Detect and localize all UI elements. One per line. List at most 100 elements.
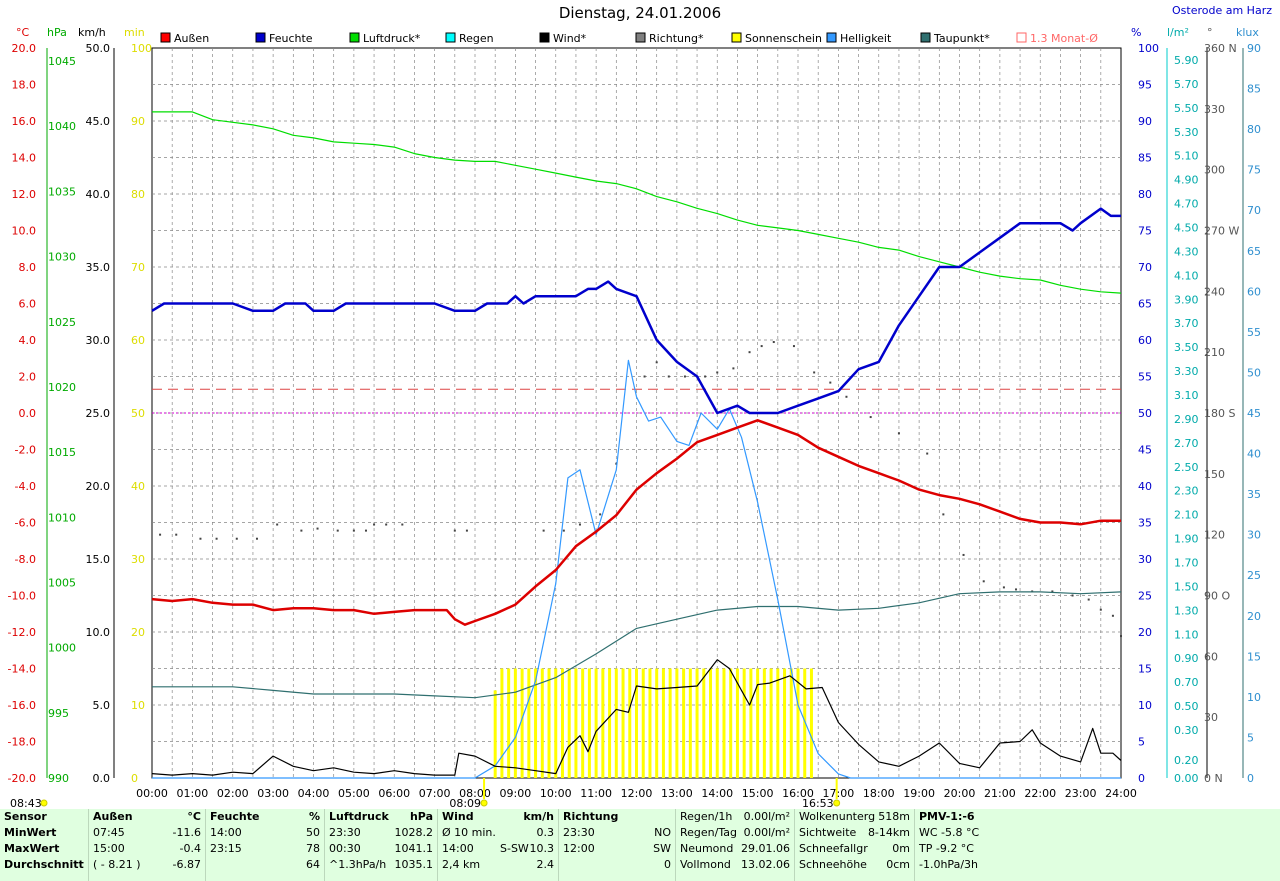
sunshine-bar [762, 668, 766, 778]
temp-tick-label: -16.0 [8, 699, 36, 712]
direction-dot [942, 513, 945, 516]
direction-tick-label: 240 [1204, 285, 1225, 298]
rain-tick-label: 2.50 [1174, 461, 1199, 474]
direction-dot [897, 432, 900, 435]
pressure-tick-label: 1005 [48, 576, 76, 589]
time-tick-label: 01:00 [177, 787, 209, 800]
direction-dot [813, 371, 816, 374]
richtung-header: Richtung [563, 810, 619, 823]
location-label[interactable]: Osterode am Harz [1172, 4, 1272, 17]
rain-tick-label: 4.10 [1174, 269, 1199, 282]
sun-tick-label: 70 [131, 261, 145, 274]
wind-tick-label: 5.0 [93, 699, 111, 712]
rain-tick-label: 0.20 [1174, 754, 1199, 767]
time-tick-label: 03:00 [257, 787, 289, 800]
legend-swatch [1016, 32, 1027, 43]
legend-swatch [349, 32, 360, 43]
pmv-tendency: -1.0hPa/3h [919, 858, 978, 871]
lux-tick-label: 55 [1247, 326, 1261, 339]
humidity-tick-label: 0 [1138, 772, 1145, 785]
legend-label: Luftdruck* [363, 32, 421, 45]
rain-tick-label: 0.90 [1174, 652, 1199, 665]
lux-tick-label: 10 [1247, 691, 1261, 704]
luftdruck-avg-note: ^1.3hPa/h [329, 858, 387, 871]
regen-1h-value: 0.00l/m² [743, 810, 790, 823]
temp-tick-label: -18.0 [8, 736, 36, 749]
time-tick-label: 00:00 [136, 787, 168, 800]
temp-tick-label: 10.0 [12, 225, 37, 238]
direction-dot [352, 529, 355, 532]
vollmond-value: 13.02.06 [741, 858, 790, 871]
sunshine-bar [776, 668, 780, 778]
humidity-tick-label: 90 [1138, 115, 1152, 128]
rain-tick-label: 3.10 [1174, 389, 1199, 402]
sunshine-bar [621, 668, 625, 778]
direction-dot [1051, 590, 1054, 593]
sunshine-bars [493, 668, 813, 778]
direction-dot [683, 375, 686, 378]
luftdruck-min-time: 23:30 [329, 826, 361, 839]
pressure-tick-label: 1030 [48, 251, 76, 264]
temp-tick-label: 12.0 [12, 188, 37, 201]
time-tick-label: 16:00 [782, 787, 814, 800]
sunset-marker-dot [833, 799, 841, 807]
direction-dot [1111, 614, 1114, 617]
sensor-header: Sensor [4, 810, 47, 823]
sichtweite-label: Sichtweite [799, 826, 857, 839]
humidity-tick-label: 75 [1138, 225, 1152, 238]
feuchte-min: 50 [306, 826, 320, 839]
aussen-min-time: 07:45 [93, 826, 125, 839]
pmv-column: PMV-1:-6 WC -5.8 °C TP -9.2 °C -1.0hPa/3… [915, 809, 1015, 881]
sunshine-bar [668, 668, 672, 778]
time-tick-label: 10:00 [540, 787, 572, 800]
time-tick-label: 09:00 [500, 787, 532, 800]
rain-tick-label: 4.90 [1174, 174, 1199, 187]
sun-unit-label: min [124, 26, 145, 39]
sunshine-bar [655, 668, 659, 778]
luftdruck-column: Luftdruck hPa 23:30 1028.2 00:30 1041.1 ^1.… [325, 809, 438, 881]
direction-dot [336, 529, 339, 532]
time-markers: 08:09 16:53 08:43 [10, 778, 841, 809]
lux-tick-label: 90 [1247, 42, 1261, 55]
direction-dot [869, 416, 872, 419]
update-time-dot [40, 799, 48, 807]
aussen-series-line [151, 419, 1121, 626]
sunrise-marker-dot [480, 799, 488, 807]
sun-tick-label: 60 [131, 334, 145, 347]
time-tick-label: 02:00 [217, 787, 249, 800]
sunshine-bar [581, 668, 585, 778]
neumond-label: Neumond [680, 842, 734, 855]
direction-dot [1002, 586, 1005, 589]
regen-column: Regen/1h 0.00l/m² Regen/Tag 0.00l/m² Neumo… [676, 809, 795, 881]
direction-dot [175, 533, 178, 536]
rain-tick-label: 0.30 [1174, 724, 1199, 737]
direction-tick-label: 90 O [1204, 590, 1230, 603]
humidity-tick-label: 80 [1138, 188, 1152, 201]
sunshine-bar [534, 668, 538, 778]
wolken-column: Wolkenunterg 518m Sichtweite 8-14km Schnee… [795, 809, 915, 881]
lux-unit-label: klux [1236, 26, 1259, 39]
time-tick-label: 18:00 [863, 787, 895, 800]
luftdruck-max-time: 00:30 [329, 842, 361, 855]
schneehoehe-label: Schneehöhe [799, 858, 867, 871]
rain-tick-label: 3.30 [1174, 365, 1199, 378]
temp-tick-label: 0.0 [19, 407, 37, 420]
direction-dot [1071, 594, 1074, 597]
regen-tag-label: Regen/Tag [680, 826, 737, 839]
sunshine-bar [635, 668, 639, 778]
sunshine-bar [661, 668, 665, 778]
temp-tick-label: 14.0 [12, 152, 37, 165]
humidity-unit-label: % [1131, 26, 1141, 39]
direction-dot [792, 345, 795, 348]
richtung-column: Richtung 23:30 NO 12:00 SW 0 [559, 809, 676, 881]
lux-tick-label: 50 [1247, 366, 1261, 379]
time-tick-label: 11:00 [580, 787, 612, 800]
schneefallgr-label: Schneefallgr [799, 842, 868, 855]
richtung-avg: 0 [664, 858, 671, 871]
sunshine-bar [567, 668, 571, 778]
row-label-min: MinWert [4, 826, 57, 839]
sunshine-bar [722, 668, 726, 778]
lux-tick-label: 80 [1247, 123, 1261, 136]
temp-tick-label: 6.0 [19, 298, 37, 311]
legend-label: Helligkeit [840, 32, 892, 45]
